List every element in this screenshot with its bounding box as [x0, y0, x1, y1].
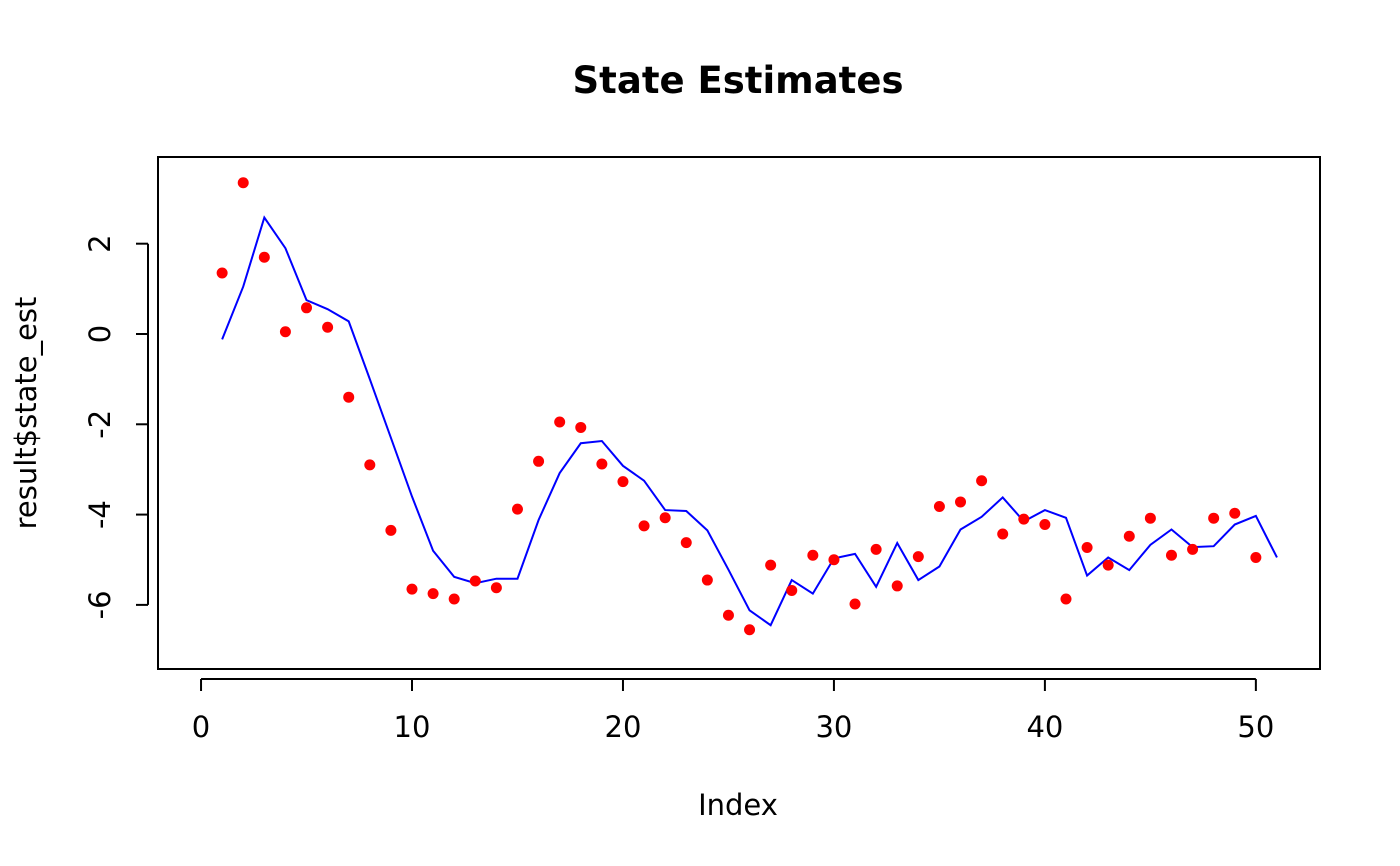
observation-point [786, 584, 798, 596]
observation-point [385, 524, 397, 536]
observation-point [1144, 512, 1156, 524]
observation-point [891, 580, 903, 592]
observation-point [912, 551, 924, 563]
y-tick-label: -4 [83, 500, 117, 529]
observation-point [1187, 543, 1199, 555]
x-tick-label: 40 [1026, 710, 1063, 744]
observation-point [364, 459, 376, 471]
observation-point [933, 500, 945, 512]
observation-point [343, 391, 355, 403]
observation-point [659, 512, 671, 524]
observation-point [1208, 512, 1220, 524]
x-tick-label: 30 [815, 710, 852, 744]
series-layer [216, 177, 1278, 636]
observation-point [680, 537, 692, 549]
y-axis: -6 -4 -2 0 2 [83, 234, 149, 619]
observation-point [575, 421, 587, 433]
observation-point [216, 267, 228, 279]
y-tick-label: 0 [83, 325, 117, 343]
x-axis: 0 10 20 30 40 50 [192, 678, 1274, 744]
observation-point [1165, 549, 1177, 561]
observation-point [1123, 530, 1135, 542]
observation-point [490, 582, 502, 594]
observation-point [807, 549, 819, 561]
observation-point [406, 583, 418, 595]
observation-point [427, 588, 439, 600]
observation-point [701, 574, 713, 586]
observation-point [279, 326, 291, 338]
chart-title: State Estimates [573, 59, 904, 102]
observation-point [1039, 519, 1051, 531]
observation-point [849, 598, 861, 610]
observation-point [744, 624, 756, 636]
y-tick-label: 2 [83, 234, 117, 252]
observation-point [1060, 593, 1072, 605]
observation-point [617, 476, 629, 488]
observation-point [722, 609, 734, 621]
observation-point [511, 503, 523, 515]
observation-point [1018, 513, 1030, 525]
observation-point [997, 528, 1009, 540]
y-tick-label: -2 [83, 410, 117, 439]
observation-point [533, 455, 545, 467]
observation-point [469, 575, 481, 587]
observation-point [828, 554, 840, 566]
observation-point [638, 520, 650, 532]
observation-point [554, 416, 566, 428]
x-tick-label: 10 [394, 710, 431, 744]
y-tick-label: -6 [83, 590, 117, 619]
observation-point [448, 593, 460, 605]
observation-point [237, 177, 249, 189]
x-axis-label: Index [698, 788, 778, 822]
observation-point [976, 475, 988, 487]
state-estimate-line [221, 215, 1278, 627]
observation-point [1250, 551, 1262, 563]
x-tick-label: 0 [192, 710, 210, 744]
observation-point [765, 559, 777, 571]
y-axis-label: result$state_est [9, 297, 43, 530]
x-tick-label: 50 [1237, 710, 1274, 744]
observation-point [955, 496, 967, 508]
observation-point [1102, 559, 1114, 571]
observation-point [322, 321, 334, 333]
observation-point [258, 251, 270, 263]
observation-point [1229, 507, 1241, 519]
observation-point [1081, 542, 1093, 554]
observation-point [596, 458, 608, 470]
observation-point [870, 543, 882, 555]
observation-point [301, 302, 313, 314]
plot-area-frame [157, 156, 1321, 670]
x-tick-label: 20 [605, 710, 642, 744]
